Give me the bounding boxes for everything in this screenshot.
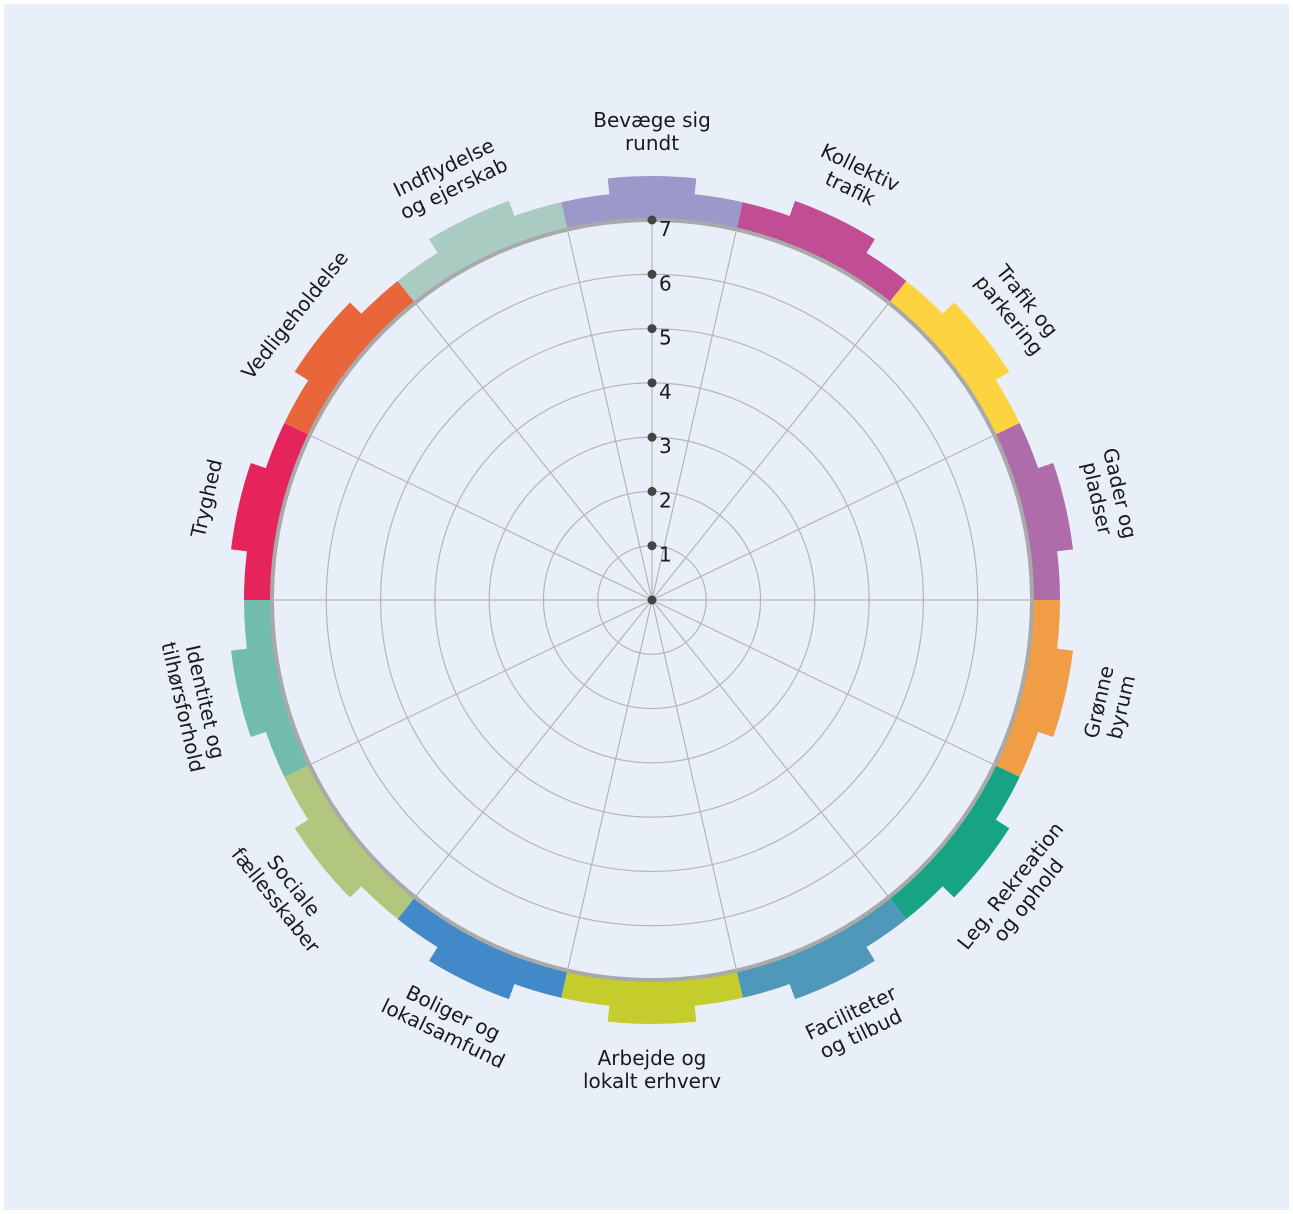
tick-dot-6 (648, 270, 657, 279)
tick-label-4: 4 (659, 380, 672, 404)
tick-dot-1 (648, 541, 657, 550)
category-label-line: Arbejde og (598, 1046, 707, 1070)
category-label-line: rundt (625, 131, 679, 155)
category-label-line: Bevæge sig (593, 108, 711, 132)
tick-dot-3 (648, 433, 657, 442)
category-label-line: lokalt erhverv (583, 1069, 721, 1093)
tick-dot-7 (648, 216, 657, 225)
tick-label-1: 1 (659, 543, 672, 567)
tick-dot-2 (648, 487, 657, 496)
tick-label-6: 6 (659, 271, 672, 295)
tick-label-3: 3 (659, 434, 672, 458)
category-band-tab-arbejde-og-lokalt-erhverv (608, 1004, 697, 1024)
tick-label-7: 7 (659, 217, 672, 241)
category-band-tab-bevæge-sig-rundt (608, 176, 697, 196)
tick-dot-5 (648, 324, 657, 333)
tick-label-2: 2 (659, 488, 672, 512)
tick-label-5: 5 (659, 326, 672, 350)
tick-dot-4 (648, 378, 657, 387)
center-dot (648, 596, 657, 605)
